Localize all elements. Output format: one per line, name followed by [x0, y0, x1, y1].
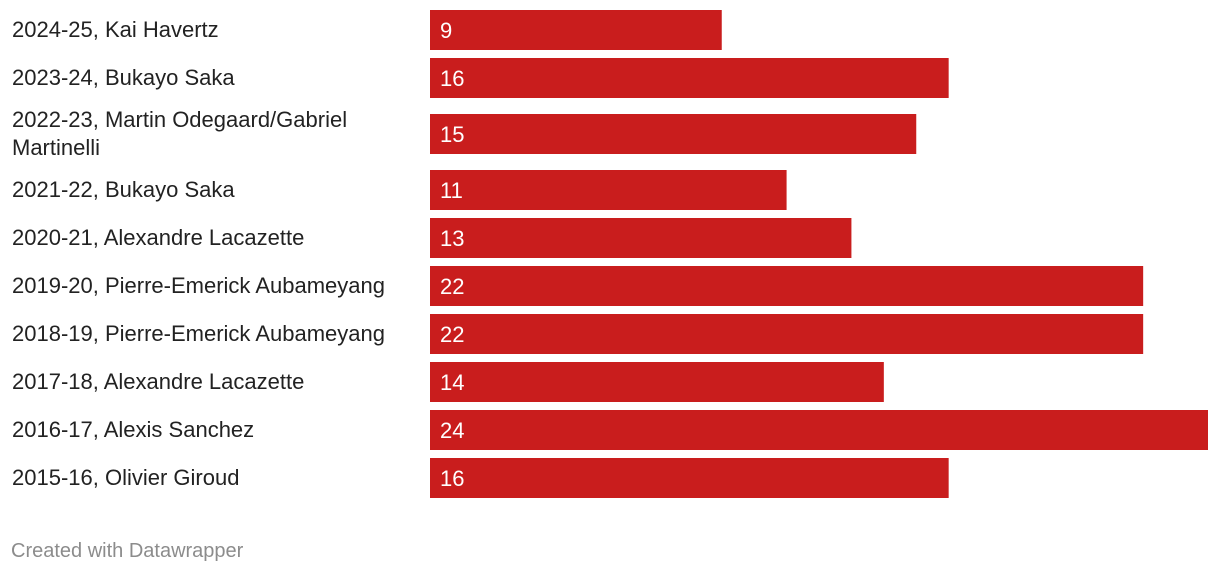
category-label: 2018-19, Pierre-Emerick Aubameyang: [12, 321, 385, 346]
value-label: 16: [440, 466, 464, 491]
category-label: 2024-25, Kai Havertz: [12, 17, 219, 42]
value-label: 11: [440, 178, 463, 203]
bar: [430, 458, 949, 498]
bar: [430, 410, 1208, 450]
value-label: 9: [440, 18, 452, 43]
value-label: 22: [440, 274, 464, 299]
bar: [430, 114, 917, 154]
value-label: 22: [440, 322, 464, 347]
category-label: 2023-24, Bukayo Saka: [12, 65, 235, 90]
bar: [430, 58, 949, 98]
value-label: 16: [440, 66, 464, 91]
category-label: 2016-17, Alexis Sanchez: [12, 417, 254, 442]
bar: [430, 266, 1144, 306]
category-label: 2021-22, Bukayo Saka: [12, 177, 235, 202]
bar: [430, 314, 1144, 354]
category-label: 2020-21, Alexandre Lacazette: [12, 225, 304, 250]
bar: [430, 10, 722, 50]
category-label: 2022-23, Martin Odegaard/Gabriel Martinel…: [12, 107, 347, 160]
value-label: 13: [440, 226, 464, 251]
value-label: 14: [440, 370, 464, 395]
value-label: 15: [440, 122, 464, 147]
bar: [430, 170, 787, 210]
value-label: 24: [440, 418, 464, 443]
category-label: 2017-18, Alexandre Lacazette: [12, 369, 304, 394]
category-label: 2019-20, Pierre-Emerick Aubameyang: [12, 273, 385, 298]
bar: [430, 218, 852, 258]
category-label: 2015-16, Olivier Giroud: [12, 465, 239, 490]
bar: [430, 362, 884, 402]
credit-text: Created with Datawrapper: [11, 540, 244, 562]
bar-chart: 2024-25, Kai Havertz 9 2023-24, Bukayo Sak…: [12, 10, 1208, 498]
